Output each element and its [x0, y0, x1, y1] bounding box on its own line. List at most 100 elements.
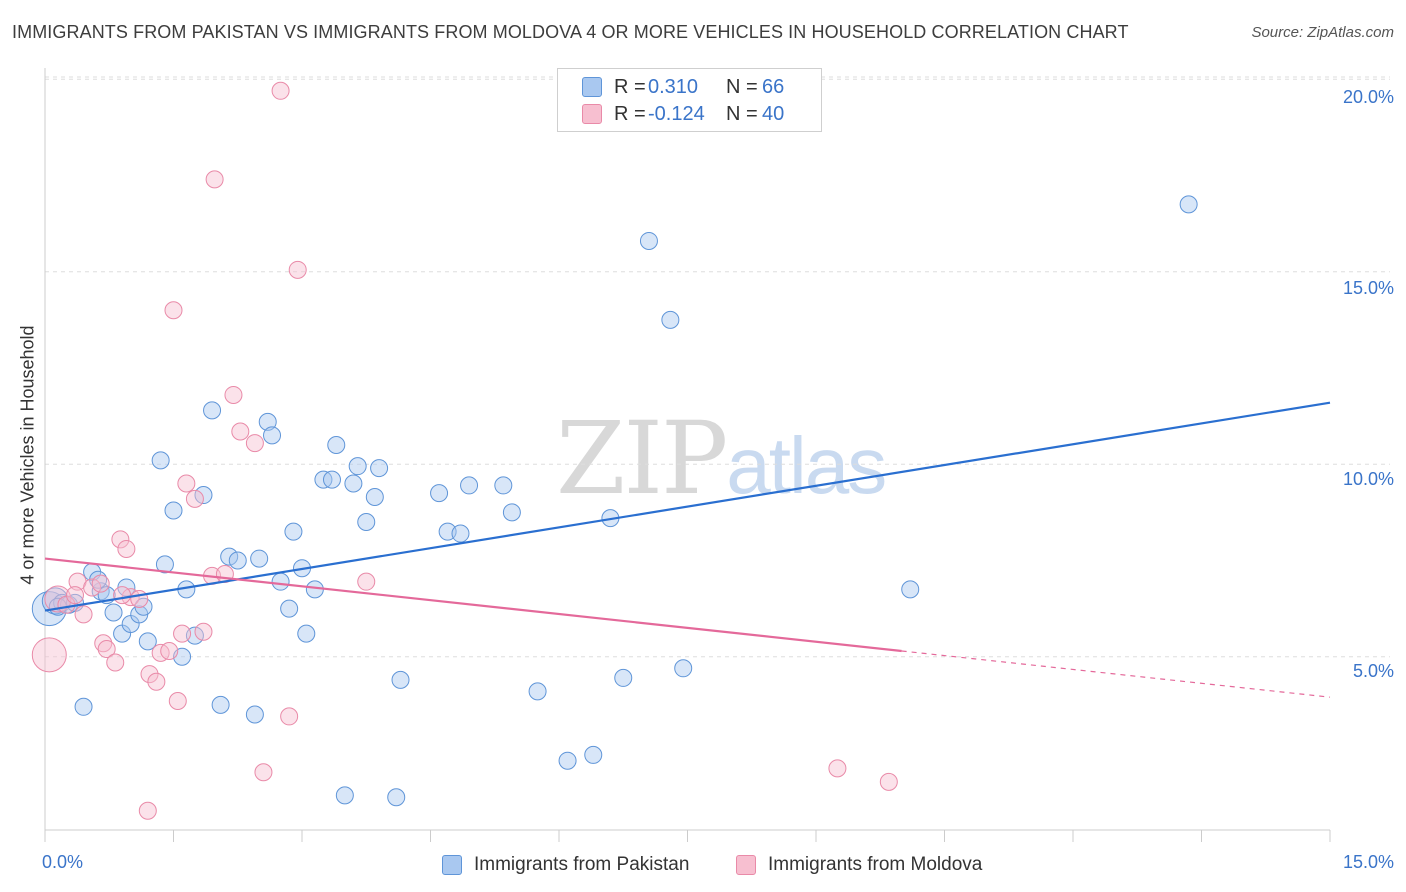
n-label: N = [726, 75, 758, 98]
legend-label-pakistan: Immigrants from Pakistan [474, 854, 690, 875]
pakistan-point [451, 524, 470, 543]
pakistan-point [104, 603, 123, 622]
moldova-point [879, 772, 898, 791]
pakistan-point [203, 401, 222, 420]
y-tick-label: 20.0% [1342, 87, 1394, 107]
pakistan-swatch [442, 855, 462, 875]
x-tick-label-min: 0.0% [42, 852, 84, 872]
legend-row-pakistan: R = 0.310 N = 66 [582, 74, 784, 100]
pakistan-point [430, 484, 449, 503]
n-label: N = [726, 102, 758, 125]
moldova-point [97, 640, 116, 659]
pakistan-point [1179, 195, 1198, 214]
pakistan-point [284, 522, 303, 541]
moldova-point [168, 692, 187, 711]
watermark: ZIPatlas [556, 400, 887, 517]
pakistan-point [370, 459, 389, 478]
moldova-point [194, 622, 213, 641]
moldova-trend-line [44, 557, 902, 653]
pakistan-point [558, 751, 577, 770]
moldova-point [147, 672, 166, 691]
moldova-point [185, 489, 204, 508]
moldova-point [271, 81, 290, 100]
watermark-zip: ZIP [556, 400, 728, 517]
y-tick-label: 5.0% [1352, 661, 1394, 681]
pakistan-point [387, 788, 406, 807]
pakistan-point [297, 624, 316, 643]
source-label: Source: ZipAtlas.com [1251, 24, 1394, 41]
pakistan-point [460, 476, 479, 495]
pakistan-point [639, 231, 658, 250]
moldova-swatch [736, 855, 756, 875]
pakistan-point [74, 697, 93, 716]
moldova-point [44, 585, 72, 613]
moldova-point [94, 634, 113, 653]
pakistan-point [155, 555, 174, 574]
pakistan-point [348, 457, 367, 476]
moldova-trend-extension [901, 650, 1331, 698]
moldova-point [173, 624, 192, 643]
moldova-point [65, 586, 84, 605]
moldova-swatch [582, 104, 602, 124]
moldova-point [280, 707, 299, 726]
pakistan-trend-line [44, 401, 1331, 612]
pakistan-point [335, 786, 354, 805]
r-value: -0.124 [648, 102, 705, 125]
pakistan-point [138, 632, 157, 651]
n-value: 40 [762, 102, 785, 125]
pakistan-point [220, 547, 239, 566]
pakistan-point [327, 436, 346, 454]
moldova-point [31, 637, 67, 673]
moldova-point [106, 653, 125, 672]
moldova-point [74, 605, 93, 624]
chart-title: IMMIGRANTS FROM PAKISTAN VS IMMIGRANTS F… [12, 22, 1129, 42]
x-tick-label-max: 15.0% [1342, 852, 1394, 872]
pakistan-point [164, 501, 183, 520]
pakistan-point [357, 513, 376, 531]
r-value: 0.310 [648, 75, 699, 98]
moldova-point [83, 578, 102, 597]
pakistan-point [365, 487, 384, 506]
legend-label-moldova: Immigrants from Moldova [768, 854, 983, 875]
moldova-point [140, 665, 159, 684]
moldova-point [245, 434, 264, 453]
pakistan-point [280, 599, 299, 618]
pakistan-swatch [582, 77, 602, 97]
moldova-point [254, 763, 273, 782]
pakistan-point [151, 451, 170, 470]
y-tick-label: 15.0% [1342, 278, 1394, 298]
pakistan-point [674, 659, 693, 678]
legend-row-moldova: R = -0.124 N = 40 [582, 101, 784, 127]
moldova-point [177, 474, 196, 493]
y-tick-label: 10.0% [1342, 469, 1394, 489]
moldova-point [231, 422, 250, 441]
moldova-point [113, 586, 132, 605]
r-label: R = [614, 102, 646, 125]
moldova-point [111, 530, 130, 549]
moldova-point [138, 801, 157, 820]
moldova-point [130, 590, 149, 608]
moldova-point [164, 301, 183, 320]
legend-item-pakistan[interactable]: Immigrants from Pakistan [442, 852, 689, 878]
moldova-point [205, 170, 224, 189]
moldova-point [91, 574, 110, 593]
r-label: R = [614, 75, 646, 98]
pakistan-point [271, 572, 290, 591]
pakistan-point [584, 745, 603, 764]
y-axis-label: 4 or more Vehicles in Household [17, 325, 38, 585]
pakistan-point [494, 476, 513, 495]
moldova-point [224, 385, 243, 404]
pakistan-point [614, 668, 633, 687]
legend-item-moldova[interactable]: Immigrants from Moldova [736, 852, 982, 878]
moldova-point [160, 641, 179, 660]
moldova-point [117, 539, 136, 558]
pakistan-point [263, 426, 282, 445]
pakistan-point [258, 412, 277, 431]
pakistan-point [250, 549, 269, 568]
pakistan-point [344, 474, 363, 493]
pakistan-point [901, 580, 920, 599]
moldova-point [828, 759, 847, 778]
pakistan-point [391, 670, 410, 689]
pakistan-point [211, 695, 230, 714]
